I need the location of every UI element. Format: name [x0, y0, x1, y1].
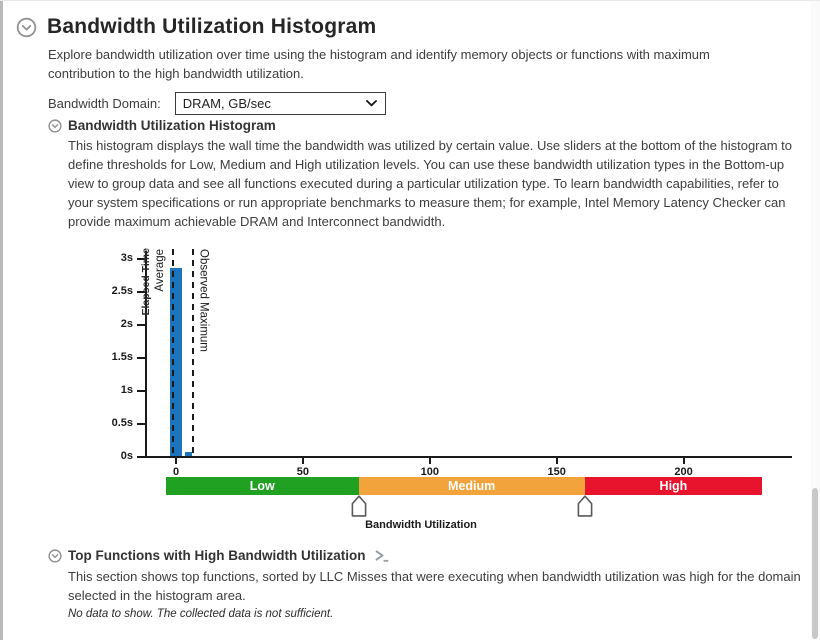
histogram-subsection-title: Bandwidth Utilization Histogram — [68, 118, 276, 133]
bandwidth-domain-row: Bandwidth Domain: DRAM, GB/sec — [48, 92, 386, 115]
y-tick-mark — [137, 258, 145, 260]
section-description: Explore bandwidth utilization over time … — [48, 47, 710, 81]
top-functions-section-header: Top Functions with High Bandwidth Utiliz… — [48, 548, 389, 563]
y-tick-label: 1s — [120, 384, 133, 396]
x-tick-label: 50 — [296, 466, 310, 478]
y-tick-mark — [137, 324, 145, 326]
page-title: Bandwidth Utilization Histogram — [47, 15, 377, 38]
threshold-slider-handle[interactable] — [351, 495, 367, 517]
collapse-chevron-icon[interactable] — [48, 118, 62, 133]
bandwidth-domain-label: Bandwidth Domain: — [48, 96, 161, 111]
y-tick-mark — [137, 291, 145, 293]
y-tick-label: 3s — [120, 252, 133, 264]
x-tick-label: 100 — [420, 466, 439, 478]
reference-line — [172, 249, 175, 456]
y-tick-label: 1.5s — [111, 351, 133, 363]
x-tick-mark — [301, 458, 304, 464]
collapse-chevron-icon[interactable] — [48, 548, 62, 563]
y-axis-line — [145, 251, 147, 458]
x-tick-label: 200 — [674, 466, 693, 478]
reference-line-label: Average — [154, 249, 167, 292]
y-tick-label: 0s — [120, 450, 133, 462]
y-tick-mark — [137, 423, 145, 425]
x-tick-mark — [555, 458, 558, 464]
utilization-band-low: Low — [165, 477, 359, 495]
scrollbar-thumb[interactable] — [812, 488, 818, 639]
chevron-down-icon — [365, 100, 377, 107]
y-axis-title: Elapsed Time — [140, 248, 152, 316]
x-axis-line — [145, 456, 792, 458]
x-tick-mark — [175, 458, 177, 464]
utilization-band-medium: Medium — [358, 477, 585, 495]
histogram-chart: 0s 0.5s 1s 1.5s 2s 2.5s 3s 0 50 100 150 200 Elapsed … — [0, 241, 820, 541]
histogram-bar — [184, 452, 193, 456]
histogram-description: This histogram displays the wall time th… — [68, 138, 793, 229]
command-prompt-icon — [374, 549, 389, 562]
y-tick-label: 2s — [120, 318, 133, 330]
no-data-message: No data to show. The collected data is n… — [68, 608, 334, 620]
threshold-slider-handle[interactable] — [577, 495, 593, 517]
x-tick-label: 0 — [172, 466, 180, 478]
y-tick-label: 2.5s — [111, 285, 133, 297]
reference-line — [192, 249, 195, 456]
bandwidth-domain-select[interactable]: DRAM, GB/sec — [174, 92, 386, 115]
vertical-scrollbar[interactable] — [811, 1, 820, 640]
top-functions-section-title: Top Functions with High Bandwidth Utiliz… — [68, 548, 366, 563]
left-border — [0, 1, 3, 640]
y-tick-label: 0.5s — [111, 417, 133, 429]
reference-line-label: Observed Maximum — [197, 249, 210, 352]
x-tick-label: 150 — [547, 466, 566, 478]
collapse-chevron-icon[interactable] — [16, 17, 37, 38]
y-tick-mark — [137, 357, 145, 359]
x-axis-title: Bandwidth Utilization — [365, 519, 477, 531]
x-tick-mark — [428, 458, 431, 464]
top-functions-description: This section shows top functions, sorted… — [68, 569, 801, 603]
histogram-subsection-header: Bandwidth Utilization Histogram — [48, 118, 276, 133]
y-tick-mark — [137, 390, 145, 392]
y-tick-mark — [137, 456, 145, 458]
section-bandwidth-histogram-header: Bandwidth Utilization Histogram — [16, 15, 376, 39]
bandwidth-domain-selected-value: DRAM, GB/sec — [182, 96, 271, 111]
x-tick-mark — [682, 458, 685, 464]
utilization-band-high: High — [584, 477, 763, 495]
